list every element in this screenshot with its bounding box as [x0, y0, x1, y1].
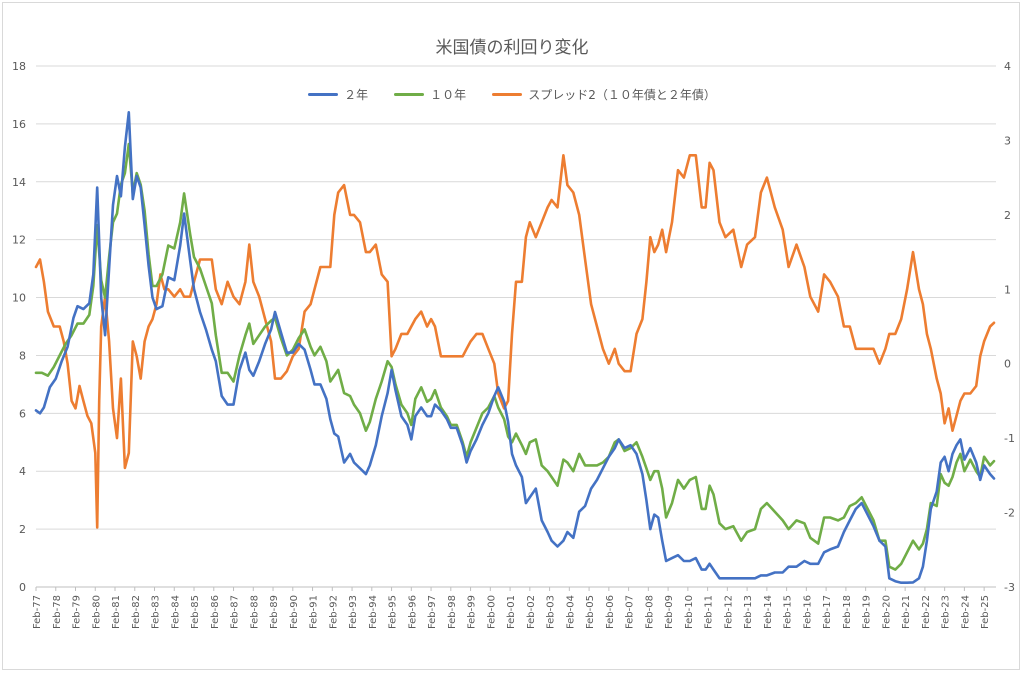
x-axis-tick-label: Feb-95	[388, 595, 399, 629]
x-axis-tick-label: Feb-89	[269, 595, 280, 629]
x-axis-tick-label: Feb-96	[407, 595, 418, 629]
x-axis-tick-label: Feb-82	[131, 595, 142, 629]
x-axis-tick-label: Feb-20	[881, 595, 892, 629]
x-axis-tick-label: Feb-77	[32, 595, 43, 629]
x-axis-tick-label: Feb-22	[921, 595, 932, 629]
gridlines	[35, 65, 996, 591]
legend-label-2y: ２年	[344, 88, 369, 102]
x-axis-tick-label: Feb-16	[802, 595, 813, 629]
x-axis-tick-label: Feb-99	[467, 595, 478, 629]
x-axis-tick-label: Feb-85	[190, 595, 201, 629]
left-axis-tick-labels: 0 2 4 6 8 10 12 14 16 18	[12, 60, 26, 594]
x-axis-tick-label: Feb-15	[783, 595, 794, 629]
left-axis-tick-label: 12	[12, 234, 26, 247]
x-axis-tick-labels: Feb-77 Feb-78 Feb-79 Feb-80 Feb-81 Feb-82 Feb-…	[32, 595, 991, 629]
x-axis-tick-label: Feb-08	[644, 595, 655, 629]
legend-item-10y: １０年	[394, 86, 466, 103]
left-axis-tick-label: 8	[19, 349, 26, 362]
x-axis-tick-label: Feb-97	[427, 595, 438, 629]
legend-item-2y: ２年	[308, 86, 368, 103]
x-axis-tick-label: Feb-87	[230, 595, 241, 629]
x-axis-tick-label: Feb-88	[249, 595, 260, 629]
legend-label-10y: １０年	[430, 88, 467, 102]
x-axis-tick-label: Feb-83	[151, 595, 162, 629]
left-axis-tick-label: 0	[19, 581, 26, 594]
chart-title: 米国債の利回り変化	[435, 38, 589, 58]
x-axis-tick-label: Feb-05	[585, 595, 596, 629]
left-axis-tick-label: 2	[19, 523, 26, 536]
right-axis-tick-label: 3	[1004, 134, 1011, 147]
x-axis-tick-label: Feb-12	[723, 595, 734, 629]
x-axis-tick-label: Feb-79	[72, 595, 83, 629]
legend-swatch-spread	[492, 93, 523, 96]
series-lines	[34, 111, 996, 584]
x-axis-tick-label: Feb-81	[111, 595, 122, 629]
legend: ２年 １０年 スプレッド2（１０年債と２年債）	[0, 86, 1024, 103]
series-line-2y	[34, 111, 996, 584]
x-axis-tick-label: Feb-04	[565, 595, 576, 629]
left-axis-tick-label: 4	[19, 465, 26, 478]
x-axis-tick-label: Feb-19	[862, 595, 873, 629]
x-axis-tick-label: Feb-00	[486, 595, 497, 629]
left-axis-tick-label: 18	[12, 60, 26, 73]
x-axis-tick-label: Feb-02	[526, 595, 537, 629]
x-axis-tick-label: Feb-14	[763, 595, 774, 629]
right-axis-tick-label: -2	[1004, 507, 1015, 520]
x-axis-tick-label: Feb-09	[664, 595, 675, 629]
x-axis-tick-label: Feb-10	[684, 595, 695, 629]
x-axis-tick-label: Feb-06	[605, 595, 616, 629]
left-axis-tick-label: 16	[12, 118, 26, 131]
x-axis-tick-label: Feb-03	[546, 595, 557, 629]
right-axis-tick-label: -1	[1004, 432, 1015, 445]
x-axis-tick-label: Feb-13	[743, 595, 754, 629]
x-axis-tick-label: Feb-78	[52, 595, 63, 629]
x-axis-tick-label: Feb-07	[625, 595, 636, 629]
right-axis-tick-labels: -3 -2 -1 0 1 2 3 4	[1004, 60, 1015, 594]
right-axis-tick-label: 0	[1004, 358, 1011, 371]
series-line-spread	[34, 154, 996, 529]
legend-item-spread: スプレッド2（１０年債と２年債）	[492, 86, 716, 103]
x-axis-tick-label: Feb-90	[289, 595, 300, 629]
x-axis-tick-label: Feb-92	[328, 595, 339, 629]
x-axis-tick-label: Feb-86	[210, 595, 221, 629]
x-axis-tick-label: Feb-98	[447, 595, 458, 629]
x-axis-tick-label: Feb-93	[348, 595, 359, 629]
left-axis-tick-label: 14	[12, 176, 26, 189]
series-line-10y	[34, 142, 996, 571]
x-axis-tick-label: Feb-23	[941, 595, 952, 629]
x-axis-tick-label: Feb-24	[960, 595, 971, 629]
x-axis-tick-label: Feb-11	[704, 595, 715, 629]
x-axis-tick-label: Feb-91	[309, 595, 320, 629]
legend-label-spread: スプレッド2（１０年債と２年債）	[528, 88, 716, 102]
legend-swatch-2y	[308, 93, 339, 96]
x-axis-tick-label: Feb-18	[842, 595, 853, 629]
x-axis-tick-label: Feb-94	[368, 595, 379, 629]
x-axis-tick-label: Feb-25	[980, 595, 991, 629]
legend-swatch-10y	[394, 93, 425, 96]
left-axis-tick-label: 10	[12, 292, 26, 305]
right-axis-tick-label: 2	[1004, 209, 1011, 222]
x-axis-tick-label: Feb-80	[91, 595, 102, 629]
x-axis-tick-label: Feb-01	[506, 595, 517, 629]
right-axis-tick-label: -3	[1004, 581, 1015, 594]
right-axis-tick-label: 1	[1004, 283, 1011, 296]
x-axis-tick-label: Feb-84	[170, 595, 181, 629]
right-axis-tick-label: 4	[1004, 60, 1011, 73]
x-axis-tick-label: Feb-17	[822, 595, 833, 629]
left-axis-tick-label: 6	[19, 407, 26, 420]
x-axis-tick-label: Feb-21	[901, 595, 912, 629]
